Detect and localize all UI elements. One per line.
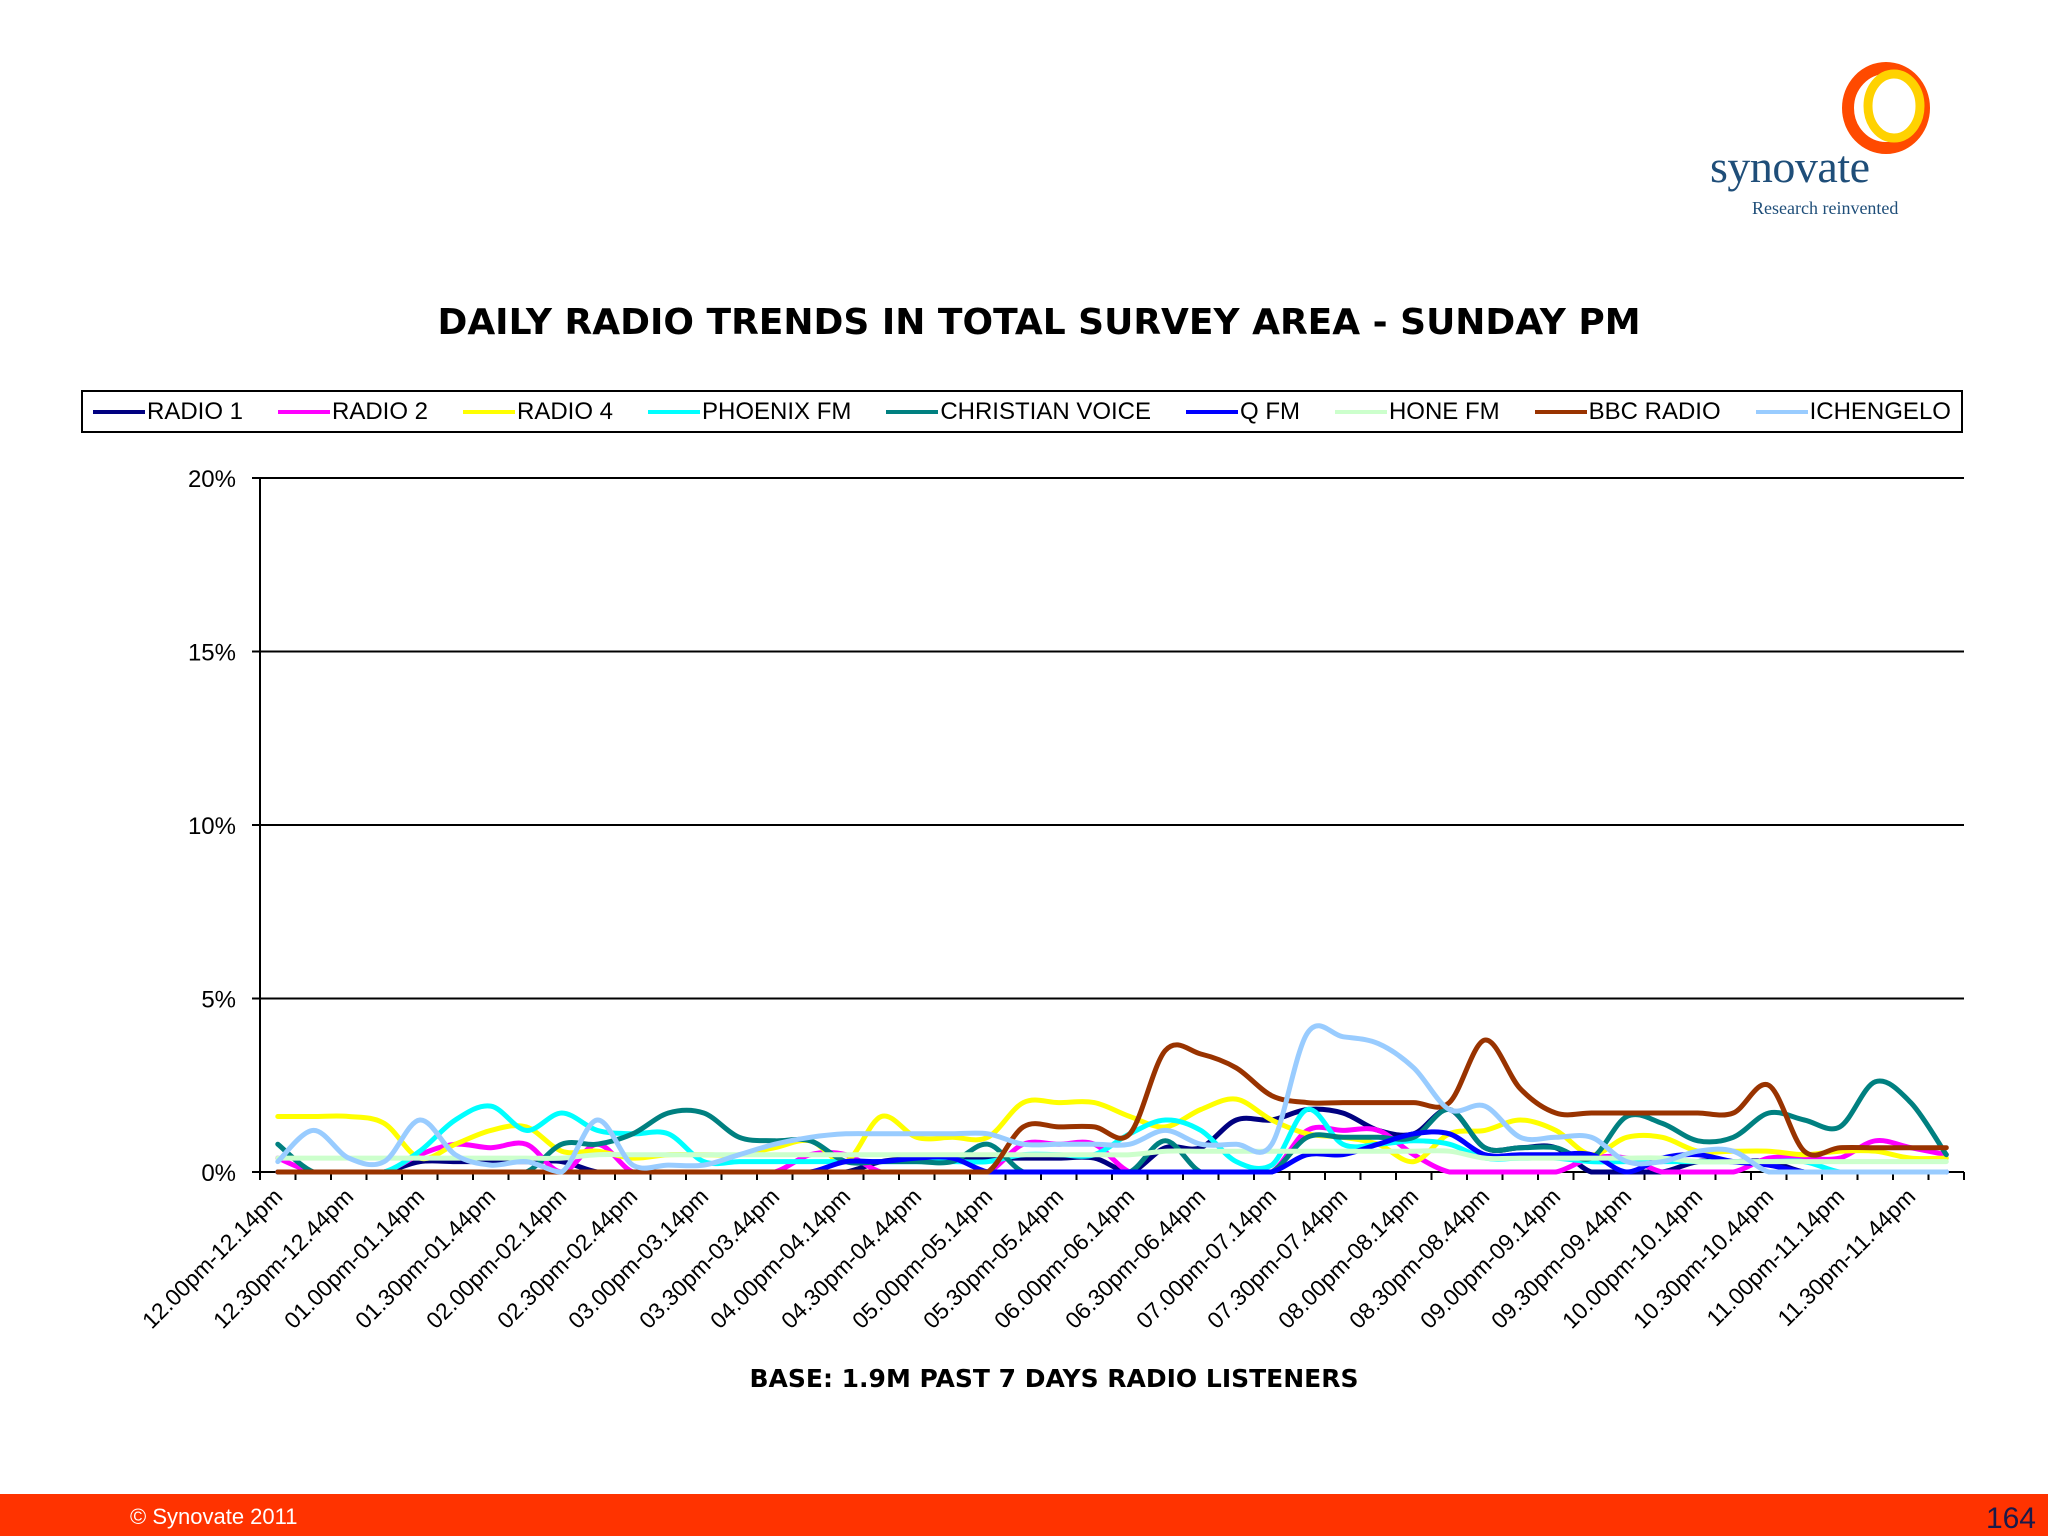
legend-label: ICHENGELO	[1809, 397, 1951, 425]
legend-swatch	[1185, 409, 1238, 414]
legend-swatch	[1334, 409, 1387, 414]
legend-item: PHOENIX FM	[648, 398, 851, 426]
legend-swatch	[278, 409, 330, 414]
copyright-text: © Synovate 2011	[130, 1504, 298, 1529]
legend-swatch	[886, 409, 939, 414]
legend-item: HONE FM	[1334, 397, 1500, 426]
footer-bar: © Synovate 2011 164	[0, 1494, 2048, 1536]
legend-label: BBC RADIO	[1588, 397, 1721, 425]
legend-swatch	[1534, 409, 1587, 414]
logo-wordmark: synovate	[1710, 141, 1870, 192]
legend-swatch	[463, 409, 515, 414]
legend-swatch	[648, 409, 700, 414]
logo-ring-icon	[1842, 62, 1930, 154]
legend-label: Q FM	[1239, 397, 1300, 425]
synovate-logo: synovate Research reinvented	[1700, 60, 1960, 230]
legend-item: RADIO 1	[93, 398, 243, 426]
x-tick-label: 11.30pm-11.44pm	[1772, 1183, 1920, 1331]
y-tick-label: 10%	[188, 813, 236, 840]
legend-swatch	[93, 409, 145, 414]
y-tick-label: 15%	[188, 640, 236, 667]
y-tick-label: 20%	[188, 466, 236, 493]
legend-item: CHRISTIAN VOICE	[886, 398, 1151, 426]
legend-label: CHRISTIAN VOICE	[940, 397, 1152, 425]
logo-tagline: Research reinvented	[1752, 198, 1899, 218]
legend-item: Q FM	[1185, 397, 1300, 426]
legend-item: RADIO 4	[463, 398, 613, 426]
chart-title: DAILY RADIO TRENDS IN TOTAL SURVEY AREA …	[437, 302, 1641, 343]
page-number: 164	[1985, 1502, 2036, 1535]
series-line	[275, 1096, 1949, 1165]
legend-item: BBC RADIO	[1534, 397, 1721, 426]
legend-label: PHOENIX FM	[702, 397, 852, 425]
y-tick-label: 5%	[201, 987, 236, 1014]
legend-item: RADIO 2	[278, 398, 428, 426]
legend-label: RADIO 1	[147, 397, 244, 425]
legend-label: RADIO 2	[332, 397, 429, 425]
chart-legend: RADIO 1 RADIO 2 RADIO 4 PHOENIX FM CHRISTIAN…	[81, 390, 1963, 433]
y-tick-label: 0%	[201, 1160, 236, 1187]
legend-item: ICHENGELO	[1755, 397, 1951, 426]
legend-label: HONE FM	[1388, 397, 1500, 425]
line-chart: 0%5%10%15%20%12.00pm-12.14pm12.30pm-12.4…	[137, 466, 1965, 1334]
series-line	[275, 1023, 1949, 1175]
legend-label: RADIO 4	[517, 397, 614, 425]
series-line	[275, 1148, 1949, 1165]
x-axis-label: BASE: 1.9M PAST 7 DAYS RADIO LISTENERS	[749, 1364, 1359, 1393]
legend-swatch	[1755, 409, 1808, 414]
